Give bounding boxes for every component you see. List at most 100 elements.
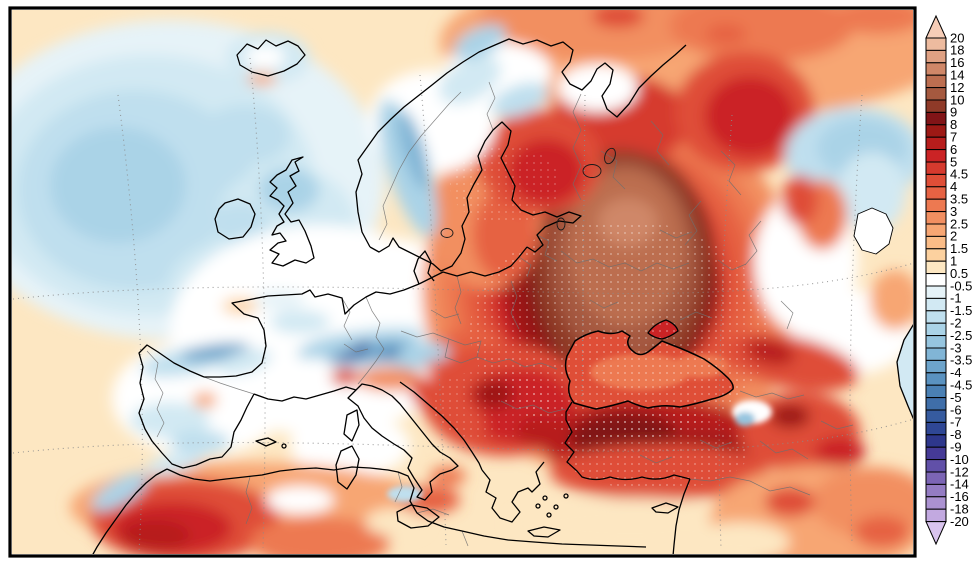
iberia-coastline bbox=[138, 344, 255, 469]
colorbar-label: 3 bbox=[950, 204, 957, 219]
colorbar-segment bbox=[925, 74, 947, 89]
colorbar-label: -2.5 bbox=[950, 328, 972, 343]
north-africa-coastline bbox=[166, 466, 647, 548]
stipple-layer bbox=[430, 145, 770, 490]
colorbar-segment bbox=[925, 483, 947, 498]
colorbar-label: 8 bbox=[950, 117, 957, 132]
lake-ladoga bbox=[582, 164, 602, 178]
colorbar-label: 3.5 bbox=[950, 192, 968, 207]
colorbar-segment bbox=[925, 421, 947, 436]
colorbar-label: -7 bbox=[950, 415, 962, 430]
colorbar-label: -10 bbox=[950, 452, 969, 467]
colorbar-label: -1.5 bbox=[950, 303, 972, 318]
colorbar-label: 4 bbox=[950, 179, 957, 194]
colorbar-label: 4.5 bbox=[950, 167, 968, 182]
colorbar-segment bbox=[925, 99, 947, 113]
colorbar-label: 9 bbox=[950, 105, 957, 120]
colorbar-segment bbox=[925, 211, 947, 225]
aegean-island bbox=[553, 504, 559, 510]
colorbar-segment bbox=[925, 124, 947, 138]
colorbar-segment bbox=[925, 49, 947, 64]
colorbar-segment bbox=[925, 397, 947, 411]
italy-coastline bbox=[347, 383, 459, 501]
colorbar-label: 10 bbox=[950, 92, 964, 107]
baltic-coastline bbox=[369, 121, 582, 285]
greece-coastline bbox=[481, 461, 545, 523]
colorbar-label: 7 bbox=[950, 130, 957, 145]
northsea-france-coastline bbox=[204, 283, 420, 378]
colorbar-segment bbox=[925, 322, 947, 337]
colorbar-label: -12 bbox=[950, 464, 969, 479]
colorbar-segment bbox=[925, 260, 947, 275]
colorbar-segment bbox=[925, 37, 947, 51]
aegean-island bbox=[563, 493, 569, 499]
turkey-coastline bbox=[564, 401, 691, 481]
colorbar-label: -6 bbox=[950, 402, 962, 417]
borders-layer bbox=[146, 81, 854, 547]
colorbar-label: 20 bbox=[950, 30, 964, 45]
colorbar-label: -14 bbox=[950, 477, 969, 492]
balearic-islands-coastline bbox=[255, 437, 277, 447]
colorbar-segment bbox=[925, 111, 947, 126]
colorbar-segment bbox=[925, 198, 947, 213]
sardinia-coastline bbox=[335, 445, 360, 490]
graticule-layer bbox=[12, 57, 913, 553]
colorbar-segment bbox=[925, 149, 947, 163]
colorbar-label: 16 bbox=[950, 55, 964, 70]
colorbar-segment bbox=[925, 359, 947, 374]
colorbar-label: 5 bbox=[950, 154, 957, 169]
mediterranean-france-coastline bbox=[253, 386, 357, 402]
colorbar: 20 18 16 14 12 10 9 8 7 6 5 4.5 4 3.5 3 … bbox=[925, 14, 972, 546]
colorbar-label: -4 bbox=[950, 365, 962, 380]
colorbar-label: 18 bbox=[950, 43, 964, 58]
black-sea-coastline bbox=[564, 330, 734, 410]
aegean-island bbox=[546, 512, 552, 518]
colorbar-label: -4.5 bbox=[950, 378, 972, 393]
colorbar-label: 1.5 bbox=[950, 241, 968, 256]
colorbar-segment bbox=[925, 248, 947, 262]
balearic-island bbox=[281, 443, 287, 449]
colorbar-label: -3.5 bbox=[950, 353, 972, 368]
lake-vanern bbox=[440, 228, 454, 238]
east-white-region-outline bbox=[853, 207, 894, 255]
map-frame bbox=[8, 6, 917, 558]
colorbar-segment bbox=[925, 223, 947, 237]
colorbar-segment bbox=[925, 434, 947, 448]
corsica-coastline bbox=[343, 409, 360, 442]
adriatic-balkan-coastline bbox=[399, 381, 483, 471]
coastline-layer bbox=[92, 38, 913, 554]
colorbar-segment bbox=[925, 496, 947, 510]
colorbar-segment bbox=[925, 471, 947, 485]
colorbar-segment bbox=[925, 173, 947, 188]
colorbar-segment bbox=[925, 235, 947, 250]
morocco-atlantic-coastline bbox=[92, 468, 168, 554]
colorbar-segment bbox=[925, 384, 947, 399]
great-britain-coastline bbox=[269, 156, 315, 267]
colorbar-segment bbox=[925, 310, 947, 324]
colorbar-segment bbox=[925, 186, 947, 200]
colorbar-segment bbox=[925, 372, 947, 386]
colorbar-segment bbox=[925, 446, 947, 461]
colorbar-segment bbox=[925, 459, 947, 473]
colorbar-label: -16 bbox=[950, 489, 969, 504]
colorbar-label: 2.5 bbox=[950, 216, 968, 231]
colorbar-label: -20 bbox=[950, 514, 969, 529]
colorbar-segment bbox=[925, 297, 947, 312]
colorbar-arrow-bottom bbox=[925, 521, 947, 546]
colorbar-label: -8 bbox=[950, 427, 962, 442]
colorbar-label: 1 bbox=[950, 254, 957, 269]
colorbar-segment bbox=[925, 347, 947, 361]
colorbar-segment bbox=[925, 273, 947, 287]
lake-onega bbox=[604, 147, 616, 165]
levant-coastline bbox=[672, 478, 691, 554]
colorbar-label: 2 bbox=[950, 229, 957, 244]
crete-coastline bbox=[527, 526, 561, 538]
colorbar-label: 0.5 bbox=[950, 266, 968, 281]
colorbar-label: -9 bbox=[950, 440, 962, 455]
aegean-island bbox=[535, 503, 541, 509]
lakes-layer bbox=[440, 147, 616, 238]
cyprus-coastline bbox=[651, 502, 679, 514]
colorbar-arrow-top bbox=[925, 14, 947, 39]
colorbar-label: 12 bbox=[950, 80, 964, 95]
